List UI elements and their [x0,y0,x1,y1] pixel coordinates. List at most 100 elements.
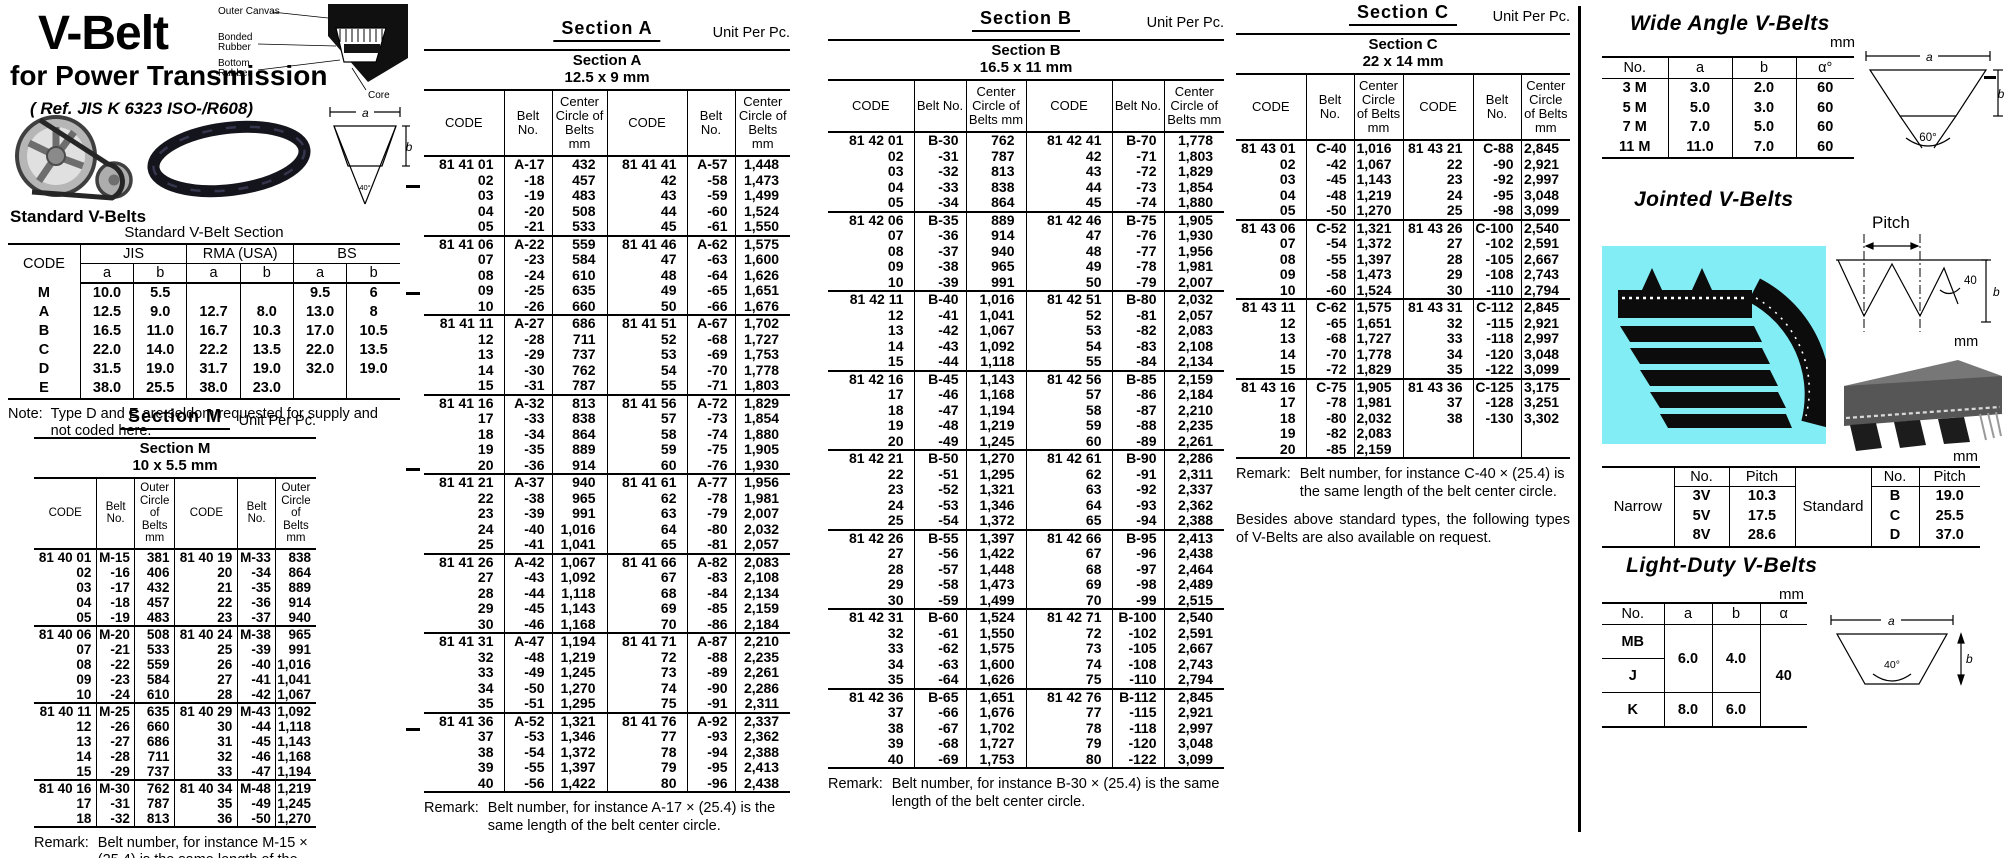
code-cell: 64 [1025,497,1112,513]
table-row: 08 -37 940 48 -77 1,956 [828,243,1225,259]
belt-no-cell: -82 [1111,322,1164,339]
table-row: 33 -62 1,575 73 -105 2,667 [828,640,1225,657]
col-group-jis: JIS [79,244,187,264]
belt-no-cell: M-48 [237,778,276,796]
belt-no-cell: -21 [503,218,552,236]
circle-cell: 2,184 [734,616,791,633]
code-cell: 43 [1025,163,1112,180]
belt-no-cell: -38 [503,490,552,506]
light-duty-diagram: a 40° b [1817,606,1975,716]
belt-no-cell: B-75 [1111,210,1164,228]
code-cell: 23 [887,481,904,497]
code-cell: 78 [606,744,687,760]
belt-no-cell: -48 [503,649,552,665]
circle-cell: 3,048 [1520,187,1571,203]
code-cell: 32 [174,748,238,764]
belt-no-cell: -105 [1472,251,1521,267]
belt-no-cell: -51 [913,466,966,482]
circle-cell: 2,134 [734,585,791,601]
belt-no-cell: -69 [913,751,966,768]
code-cell: 25 [174,641,238,657]
belt-no-cell: -36 [913,227,966,244]
belt-no-cell: M-20 [96,624,135,642]
belt-no-cell: -41 [237,671,276,687]
code-cell: 02 [887,147,904,164]
code-cell: 15 [887,353,904,369]
table-row: 35 -51 1,295 75 -91 2,311 [424,695,791,713]
code-cell: 67 [606,569,687,586]
circle-cell: 1,295 [965,466,1026,482]
table-row: 08 -55 1,397 28 -105 2,667 [1236,251,1571,267]
belt-no-cell: -36 [237,594,276,610]
table-row: 81 41 06 A-22 559 81 41 46 A-62 1,575 [424,234,791,252]
table-row: 09 -38 965 49 -78 1,981 [828,258,1225,275]
belt-no-cell: -49 [503,664,552,681]
belt-no-cell: -18 [503,172,552,188]
belt-no-cell: -17 [96,579,135,595]
circle-cell: 1,600 [965,656,1026,672]
circle-cell: 2,388 [734,744,791,760]
circle-cell: 1,143 [274,733,316,749]
belt-size-table: Section C 22 x 14 mm CODE Belt No. Center Ci… [1236,33,1571,459]
jointed-belt-illustration [1602,246,1826,444]
code-cell: 13 [477,346,494,362]
cell: 31.7 [186,360,241,379]
section-a-block: Section A Unit Per Pc. Section A 12.5 x 9… [424,18,791,835]
circle-cell: 2,540 [1520,218,1571,236]
circle-cell: 1,626 [965,671,1026,689]
cell: 8.0 [239,303,294,322]
belt-no-cell: -68 [686,331,735,347]
code-cell: 15 [76,763,92,779]
table-row: 7 M 7.0 5.0 60 [1602,118,1854,138]
belt-no-cell: -31 [503,377,552,395]
tick-mark [406,185,420,188]
cell: 60 [1795,118,1854,138]
table-row: 34 -63 1,600 74 -108 2,743 [828,656,1225,672]
section-c-remark: Remark: Belt number, for instance C-40 ×… [1236,466,1565,500]
cell: 19.0 [133,360,187,379]
circle-cell: 2,083 [734,552,791,570]
circle-cell: 838 [551,410,607,427]
table-row: 38 -54 1,372 78 -94 2,388 [424,744,791,760]
belt-no-cell: A-87 [686,632,735,650]
belt-no-cell: -68 [1305,330,1354,347]
belt-no-cell: -122 [1111,751,1164,768]
table-row: 24 -40 1,016 64 -80 2,032 [424,521,791,537]
code-cell: 32 [1402,315,1473,331]
circle-cell: 2,413 [1163,528,1225,546]
table-row: 03 -17 432 21 -35 889 [34,579,316,595]
code-cell: 19 [887,417,904,433]
belt-no-cell: -26 [96,718,135,734]
circle-cell: 2,362 [1163,497,1225,513]
code-cell: 60 [1025,433,1112,450]
belt-no-cell: -50 [503,680,552,696]
belt-no-cell: A-62 [686,234,735,252]
table-row: 5 M 5.0 3.0 60 [1602,98,1854,118]
code-cell: 17 [76,795,92,811]
pitch-diagram: Pitch 40 b mm [1828,210,2004,350]
standard-table-note: Note: Type D and E are seldom requested … [8,406,378,439]
table-row: 17 -33 838 57 -73 1,854 [424,410,791,427]
belt-no-cell: -130 [1472,410,1521,426]
circle-cell: 787 [965,148,1026,164]
circle-cell: 940 [274,609,316,626]
circle-cell: 965 [274,624,316,642]
table-row: 81 40 06 M-20 508 81 40 24 M-38 965 [34,624,316,642]
circle-cell: 508 [551,203,607,219]
belt-no-cell: A-32 [503,393,552,411]
circle-cell: 1,473 [1353,266,1403,283]
belt-no-cell: -46 [237,748,276,764]
circle-cell: 1,575 [965,640,1026,657]
circle-cell: 2,845 [1520,140,1571,157]
code-cell: 39 [477,759,494,775]
code-cell: 13 [1279,330,1296,346]
page-title: V-Belt [38,7,169,60]
table-row: 18 -47 1,194 58 -87 2,210 [828,402,1225,418]
circle-cell: 1,092 [274,701,316,719]
circle-cell: 1,219 [274,778,316,796]
narrow-standard-table: Narrow No. Pitch Standard No. Pitch 3V 1… [1602,466,1980,548]
code-cell: 48 [1025,243,1112,259]
code-cell: 39 [887,735,904,751]
belt-no-cell: -71 [686,377,735,395]
